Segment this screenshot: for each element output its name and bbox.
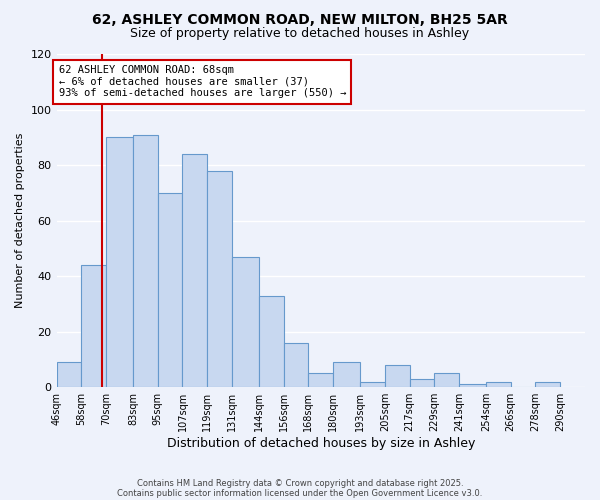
- Text: 62, ASHLEY COMMON ROAD, NEW MILTON, BH25 5AR: 62, ASHLEY COMMON ROAD, NEW MILTON, BH25…: [92, 12, 508, 26]
- Bar: [284, 343, 308, 387]
- Bar: [385, 365, 410, 387]
- Bar: [259, 296, 284, 387]
- X-axis label: Distribution of detached houses by size in Ashley: Distribution of detached houses by size …: [167, 437, 475, 450]
- Text: Contains HM Land Registry data © Crown copyright and database right 2025.: Contains HM Land Registry data © Crown c…: [137, 478, 463, 488]
- Bar: [82, 265, 106, 387]
- Bar: [308, 374, 333, 387]
- Bar: [360, 382, 385, 387]
- Y-axis label: Number of detached properties: Number of detached properties: [15, 133, 25, 308]
- Text: Size of property relative to detached houses in Ashley: Size of property relative to detached ho…: [130, 28, 470, 40]
- Bar: [158, 193, 182, 387]
- Bar: [434, 374, 459, 387]
- Bar: [333, 362, 360, 387]
- Bar: [486, 382, 511, 387]
- Bar: [56, 362, 82, 387]
- Bar: [207, 170, 232, 387]
- Bar: [535, 382, 560, 387]
- Bar: [182, 154, 207, 387]
- Bar: [459, 384, 486, 387]
- Bar: [106, 138, 133, 387]
- Text: Contains public sector information licensed under the Open Government Licence v3: Contains public sector information licen…: [118, 488, 482, 498]
- Bar: [232, 256, 259, 387]
- Bar: [133, 134, 158, 387]
- Bar: [410, 379, 434, 387]
- Text: 62 ASHLEY COMMON ROAD: 68sqm
← 6% of detached houses are smaller (37)
93% of sem: 62 ASHLEY COMMON ROAD: 68sqm ← 6% of det…: [59, 65, 346, 98]
